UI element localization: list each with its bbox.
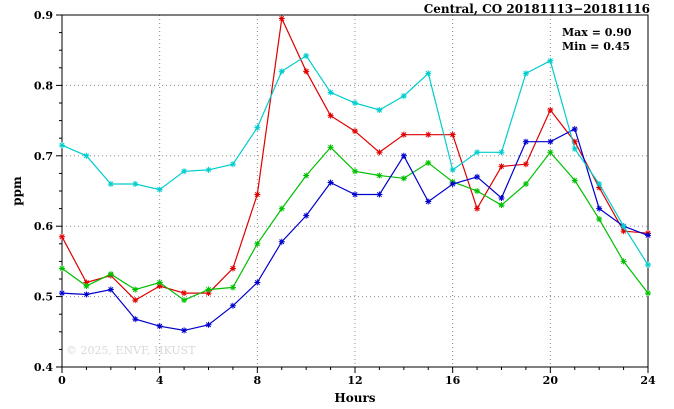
svg-text:8: 8: [254, 374, 262, 387]
svg-text:0.8: 0.8: [34, 79, 53, 92]
gridlines: [62, 15, 648, 367]
series-red: [59, 15, 651, 304]
svg-text:16: 16: [445, 374, 461, 387]
chart-title: Central, CO 20181113−20181116: [423, 2, 650, 16]
svg-text:0.6: 0.6: [34, 220, 53, 233]
axes-ticks: [56, 14, 649, 373]
svg-text:0.9: 0.9: [34, 9, 53, 22]
tick-labels: 0 4 8 12 16 20 24 0.4 0.5 0.6 0.7 0.8 0.9: [34, 9, 656, 387]
svg-text:24: 24: [640, 374, 656, 387]
svg-text:0.7: 0.7: [34, 150, 53, 163]
watermark: © 2025, ENVF, HKUST: [66, 344, 196, 357]
minmax-annotation: Max = 0.90 Min = 0.45: [562, 26, 632, 54]
min-label: Min = 0.45: [562, 40, 631, 53]
svg-text:20: 20: [543, 374, 559, 387]
series-cyan: [59, 52, 651, 268]
series-blue: [59, 126, 651, 334]
series-cyan-markers: [59, 52, 651, 268]
max-label: Max = 0.90: [562, 26, 632, 39]
svg-text:0.4: 0.4: [34, 361, 53, 374]
svg-text:0: 0: [58, 374, 66, 387]
series-blue-markers: [59, 126, 651, 334]
x-axis-label: Hours: [334, 391, 376, 405]
svg-text:4: 4: [156, 374, 164, 387]
y-axis-label: ppm: [10, 176, 24, 206]
svg-text:12: 12: [347, 374, 362, 387]
svg-text:0.5: 0.5: [34, 291, 53, 304]
